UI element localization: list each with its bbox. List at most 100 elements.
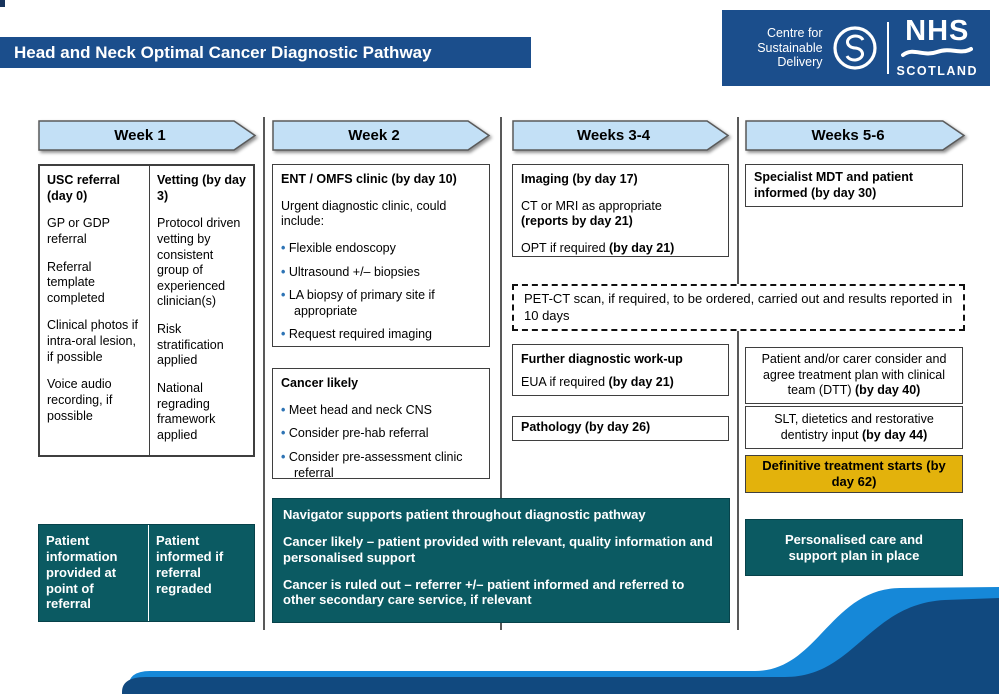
- nhs-wordmark: NHS: [905, 14, 970, 47]
- personalised-care-text: Personalised care and support plan in pl…: [784, 531, 923, 563]
- week1-patient-info-box: Patient information provided at point of…: [38, 524, 255, 622]
- bullet-item: • Consider pre-assessment clinic referra…: [281, 450, 481, 481]
- imaging-opt-deadline: (by day 21): [609, 240, 675, 255]
- vetting-title: Vetting (by day 3): [157, 173, 246, 203]
- header-arrow-week1: Week 1: [38, 120, 257, 151]
- bullet-text: Flexible endoscopy: [288, 240, 396, 255]
- page-title-bar: Head and Neck Optimal Cancer Diagnostic …: [0, 37, 531, 68]
- eua-deadline: (by day 21): [608, 374, 674, 389]
- pathology-title: Pathology (by day 26): [521, 420, 651, 434]
- imaging-ct-mri-line: CT or MRI as appropriate (reports by day…: [521, 199, 720, 230]
- slt-line: SLT, dietetics and restorative dentistry…: [752, 412, 956, 443]
- bullet-dot: •: [281, 402, 289, 417]
- ent-clinic-bullets: • Flexible endoscopy • Ultrasound +/– bi…: [281, 241, 481, 343]
- vetting-item: Risk stratification applied: [157, 322, 224, 368]
- personalised-care-box: Personalised care and support plan in pl…: [745, 519, 963, 576]
- pathology-box: Pathology (by day 26): [512, 416, 729, 441]
- navigator-line: Cancer likely – patient provided with re…: [283, 533, 713, 565]
- bullet-dot: •: [281, 426, 289, 441]
- cancer-likely-title: Cancer likely: [281, 376, 359, 390]
- specialist-mdt-text: Specialist MDT and patient informed (by …: [754, 169, 914, 200]
- header-arrow-week2: Week 2: [272, 120, 491, 151]
- bullet-item: • Meet head and neck CNS: [281, 403, 481, 419]
- imaging-title: Imaging (by day 17): [521, 172, 638, 186]
- referral-item: Clinical photos if intra-oral lesion, if…: [47, 318, 139, 364]
- logo-divider: [886, 22, 889, 74]
- treatment-plan-text: Patient and/or carer consider and agree …: [761, 352, 947, 398]
- definitive-treatment-box: Definitive treatment starts (by day 62): [745, 455, 963, 493]
- bullet-item: • Request required imaging: [281, 327, 481, 343]
- referral-item: Referral template completed: [47, 259, 105, 305]
- imaging-ct-mri-deadline: (reports by day 21): [521, 214, 633, 229]
- bullet-item: • Ultrasound +/– biopsies: [281, 265, 481, 281]
- specialist-mdt-box: Specialist MDT and patient informed (by …: [745, 164, 963, 207]
- usc-referral-cell: USC referral (day 0) GP or GDP referral …: [40, 166, 150, 455]
- bullet-text: Request required imaging: [288, 327, 432, 342]
- ent-clinic-intro: Urgent diagnostic clinic, could include:: [281, 198, 447, 229]
- imaging-opt-line: OPT if required (by day 21): [521, 241, 720, 257]
- csd-circle-icon: [832, 26, 877, 70]
- slt-deadline: (by day 44): [861, 427, 928, 442]
- nhs-wave-icon: [901, 47, 974, 58]
- slt-dietetics-box: SLT, dietetics and restorative dentistry…: [745, 406, 963, 449]
- bullet-item: • LA biopsy of primary site if appropria…: [281, 288, 481, 319]
- scotland-wordmark: SCOTLAND: [896, 64, 978, 79]
- navigator-line: Cancer is ruled out – referrer +/– patie…: [283, 576, 685, 608]
- corner-artifact: [0, 0, 5, 7]
- imaging-opt-text: OPT if required: [521, 240, 610, 255]
- patient-information-cell: Patient information provided at point of…: [39, 525, 149, 621]
- bullet-text: LA biopsy of primary site if appropriate: [288, 288, 435, 318]
- vetting-item: Protocol driven vetting by consistent gr…: [157, 216, 241, 309]
- bullet-item: • Flexible endoscopy: [281, 241, 481, 257]
- week1-referral-vetting-box: USC referral (day 0) GP or GDP referral …: [38, 164, 255, 457]
- bullet-item: • Consider pre-hab referral: [281, 426, 481, 442]
- bullet-dot: •: [281, 240, 289, 255]
- column-header-label: Week 2: [348, 127, 400, 144]
- treatment-plan-line: Patient and/or carer consider and agree …: [752, 352, 956, 399]
- header-arrow-weeks56: Weeks 5-6: [745, 120, 966, 151]
- bullet-dot: •: [281, 264, 289, 279]
- bullet-dot: •: [281, 327, 289, 342]
- eua-line: EUA if required (by day 21): [521, 375, 720, 391]
- usc-referral-title: USC referral (day 0): [47, 173, 120, 203]
- slt-text: SLT, dietetics and restorative dentistry…: [774, 411, 934, 442]
- column-divider: [737, 117, 739, 630]
- treatment-plan-box: Patient and/or carer consider and agree …: [745, 347, 963, 404]
- bullet-text: Consider pre-assessment clinic referral: [288, 449, 463, 480]
- header-arrow-weeks34: Weeks 3-4: [512, 120, 730, 151]
- bullet-dot: •: [281, 288, 289, 303]
- column-header-label: Weeks 3-4: [576, 127, 651, 144]
- csd-org-line: Delivery: [777, 55, 823, 70]
- patient-informed-cell: Patient informed if referral regraded: [156, 533, 224, 596]
- treatment-plan-deadline: (by day 40): [855, 383, 921, 398]
- pet-ct-scan-box: PET-CT scan, if required, to be ordered,…: [512, 284, 965, 331]
- imaging-box: Imaging (by day 17) CT or MRI as appropr…: [512, 164, 729, 257]
- further-diagnostic-title: Further diagnostic work-up: [521, 352, 683, 366]
- bullet-dot: •: [281, 449, 289, 464]
- pet-ct-scan-text: PET-CT scan, if required, to be ordered,…: [524, 290, 953, 323]
- navigator-line: Navigator supports patient throughout di…: [283, 507, 646, 522]
- csd-org-line: Sustainable: [757, 40, 823, 55]
- vetting-item: National regrading framework applied: [157, 380, 216, 442]
- referral-item: Voice audio recording, if possible: [47, 377, 113, 423]
- column-header-label: Weeks 5-6: [811, 127, 885, 144]
- cancer-likely-box: Cancer likely • Meet head and neck CNS •…: [272, 368, 490, 482]
- ent-clinic-title: ENT / OMFS clinic (by day 10): [281, 172, 457, 186]
- bullet-text: Meet head and neck CNS: [288, 402, 432, 417]
- further-diagnostic-box: Further diagnostic work-up EUA if requir…: [512, 344, 729, 396]
- column-header-label: Week 1: [114, 127, 166, 144]
- page-title: Head and Neck Optimal Cancer Diagnostic …: [14, 42, 432, 62]
- ent-omfs-clinic-box: ENT / OMFS clinic (by day 10) Urgent dia…: [272, 164, 490, 347]
- bullet-text: Consider pre-hab referral: [288, 426, 429, 441]
- definitive-treatment-text: Definitive treatment starts (by day 62): [762, 457, 946, 489]
- imaging-ct-mri-text: CT or MRI as appropriate: [521, 198, 662, 213]
- cancer-likely-bullets: • Meet head and neck CNS • Consider pre-…: [281, 403, 481, 482]
- nhs-scotland-logo: Centre for Sustainable Delivery NHS SCOT…: [722, 10, 990, 86]
- navigator-support-box: Navigator supports patient throughout di…: [272, 498, 730, 623]
- vetting-cell: Vetting (by day 3) Protocol driven vetti…: [150, 166, 253, 455]
- eua-text: EUA if required: [521, 374, 609, 389]
- csd-org-line: Centre for: [766, 25, 823, 40]
- csd-org-name: Centre for Sustainable Delivery: [757, 26, 822, 70]
- bullet-text: Ultrasound +/– biopsies: [288, 264, 420, 279]
